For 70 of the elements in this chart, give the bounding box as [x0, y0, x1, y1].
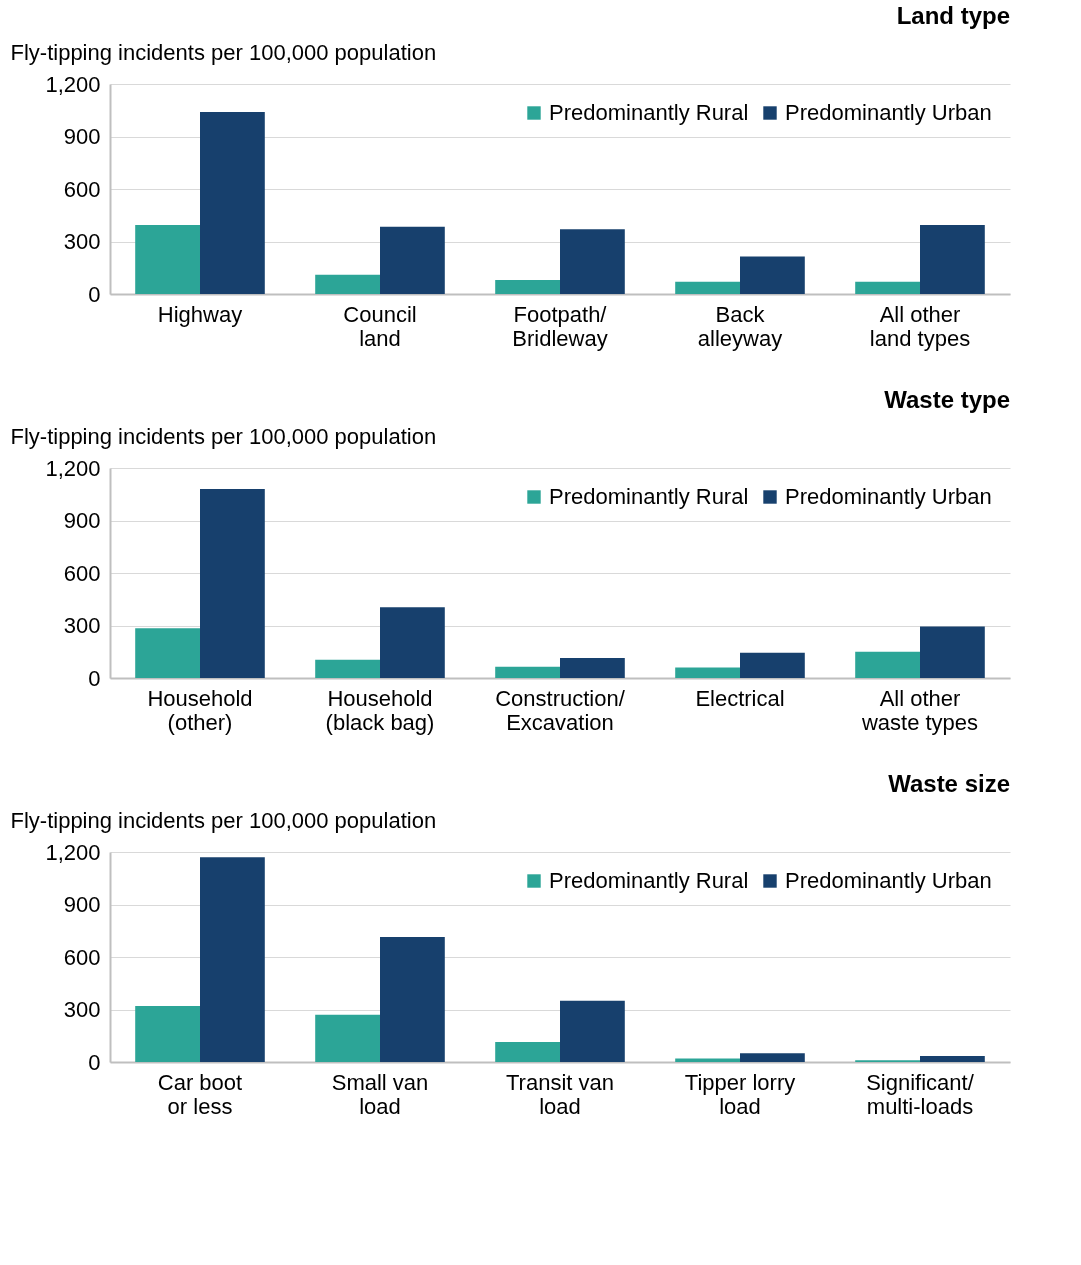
- y-tick-label: 600: [63, 944, 101, 970]
- y-tick-label: 1,200: [45, 455, 101, 481]
- legend-label: Predominantly Urban: [785, 868, 992, 893]
- x-tick-label: Small van load: [331, 1069, 429, 1119]
- bar: [495, 1041, 560, 1062]
- bar: [495, 280, 560, 294]
- y-axis-title: Fly-tipping incidents per 100,000 population: [10, 39, 437, 65]
- legend-label: Predominantly Urban: [785, 100, 992, 125]
- y-tick-label: 600: [63, 560, 101, 586]
- bar: [495, 666, 560, 678]
- bar: [920, 224, 985, 294]
- bar: [380, 936, 445, 1062]
- y-axis-title: Fly-tipping incidents per 100,000 population: [10, 423, 437, 449]
- bar: [135, 628, 200, 678]
- bar: [560, 1000, 625, 1062]
- x-tick-label: Council land: [343, 301, 417, 351]
- x-tick-label: All other land types: [869, 301, 971, 351]
- bar: [855, 281, 920, 294]
- x-tick-label: Highway: [157, 301, 243, 327]
- legend-label: Predominantly Rural: [549, 868, 749, 893]
- y-tick-label: 300: [63, 229, 101, 254]
- x-tick-label: Construction/ Excavation: [495, 685, 626, 735]
- y-tick-label: 1,200: [45, 71, 101, 97]
- bar: [740, 652, 805, 678]
- x-tick-label: Household (black bag): [325, 685, 435, 735]
- x-tick-label: Back alleyway: [697, 301, 783, 351]
- y-tick-label: 600: [63, 176, 101, 202]
- bar: [200, 857, 265, 1062]
- chart-title: Waste size: [888, 770, 1010, 797]
- bar: [855, 651, 920, 678]
- bar: [315, 1014, 380, 1062]
- x-tick-label: Tipper lorry load: [684, 1069, 796, 1119]
- bar: [920, 1055, 985, 1062]
- bar: [135, 224, 200, 294]
- bar: [315, 659, 380, 678]
- bar: [560, 229, 625, 294]
- bar: [380, 226, 445, 294]
- bar: [740, 256, 805, 294]
- bar: [380, 607, 445, 678]
- x-tick-label: All other waste types: [860, 685, 979, 735]
- x-tick-label: Household (other): [147, 685, 253, 735]
- y-tick-label: 900: [63, 508, 101, 533]
- chart-title: Waste type: [884, 386, 1010, 413]
- y-axis-title: Fly-tipping incidents per 100,000 population: [10, 807, 437, 833]
- bar: [315, 274, 380, 294]
- y-tick-label: 900: [63, 124, 101, 149]
- legend-label: Predominantly Rural: [549, 100, 749, 125]
- legend-label: Predominantly Rural: [549, 484, 749, 509]
- x-tick-label: Electrical: [695, 685, 785, 711]
- x-tick-label: Car boot or less: [157, 1069, 243, 1119]
- y-tick-label: 900: [63, 892, 101, 917]
- y-tick-label: 0: [88, 1049, 101, 1075]
- bar: [675, 667, 740, 678]
- y-tick-label: 1,200: [45, 839, 101, 865]
- bar: [675, 281, 740, 294]
- bar: [200, 112, 265, 294]
- y-tick-label: 300: [63, 997, 101, 1022]
- bar: [135, 1006, 200, 1062]
- y-tick-label: 300: [63, 613, 101, 638]
- y-tick-label: 0: [88, 281, 101, 307]
- bar: [560, 657, 625, 678]
- x-tick-label: Footpath/ Bridleway: [512, 301, 608, 351]
- chart-title: Land type: [896, 2, 1010, 29]
- bar: [740, 1053, 805, 1062]
- bar: [920, 626, 985, 678]
- bar: [200, 489, 265, 678]
- legend-label: Predominantly Urban: [785, 484, 992, 509]
- x-tick-label: Transit van load: [505, 1069, 615, 1119]
- x-tick-label: Significant/ multi-loads: [866, 1069, 975, 1119]
- y-tick-label: 0: [88, 665, 101, 691]
